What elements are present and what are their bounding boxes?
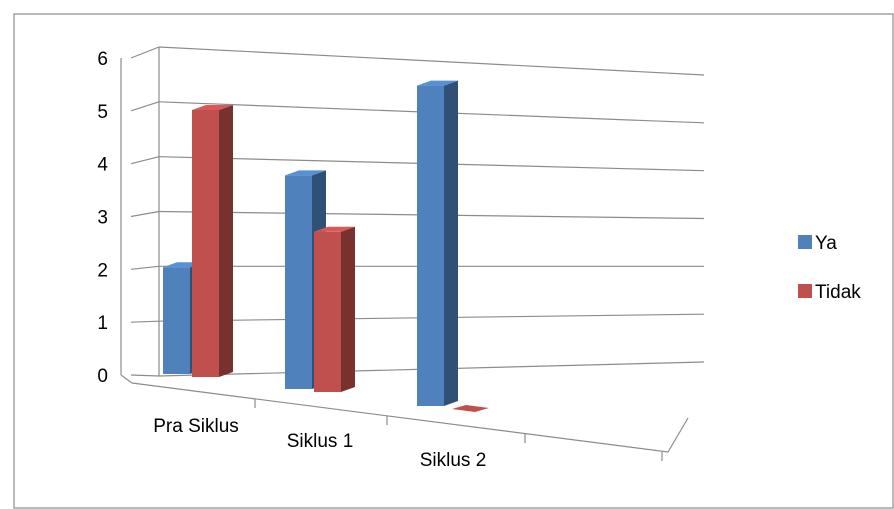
gridline-side [130, 46, 160, 59]
bar-top [192, 105, 233, 110]
legend-swatch [798, 284, 812, 298]
bar-front [314, 231, 341, 392]
bar-side [444, 80, 458, 406]
gridline-side [130, 320, 160, 323]
x-axis-categories: Pra Siklus Siklus 1 Siklus 2 [153, 416, 486, 471]
gridline [158, 46, 705, 76]
legend-item-tidak: Tidak [798, 282, 861, 303]
bar-ya-2 [417, 80, 458, 406]
bar-front [417, 85, 444, 406]
y-tick-label: 5 [97, 102, 108, 123]
y-tick-label: 1 [97, 313, 108, 334]
floor-corner [120, 374, 133, 384]
bar-side [219, 105, 233, 377]
gridline-side [130, 265, 160, 270]
bar-top [314, 226, 355, 232]
x-category-label: Pra Siklus [153, 416, 239, 437]
x-category-label: Siklus 1 [287, 431, 354, 452]
bars [163, 80, 489, 412]
bar-front [192, 110, 219, 377]
legend-item-ya: Ya [798, 233, 837, 254]
y-tick-label: 6 [97, 49, 108, 70]
bar-front [163, 267, 190, 374]
legend-swatch [798, 235, 812, 249]
legend-label: Tidak [815, 282, 861, 303]
bar-front [285, 175, 312, 389]
y-tick-label: 0 [97, 366, 108, 387]
gridline-side [130, 374, 160, 377]
bar-side [341, 226, 355, 392]
bar-top [285, 170, 326, 176]
gridline-side [130, 156, 160, 165]
bar-tidak-2 [452, 405, 489, 412]
gridline-side [130, 210, 160, 218]
x-category-label: Siklus 2 [420, 450, 487, 471]
y-axis-ticks: 0 1 2 3 4 5 6 [97, 49, 108, 387]
y-tick-label: 3 [97, 208, 108, 229]
legend-label: Ya [815, 233, 837, 254]
legend: Ya Tidak [798, 233, 861, 303]
gridline-side [130, 101, 160, 112]
floor-edge [131, 382, 689, 453]
y-tick-label: 4 [97, 155, 108, 176]
y-tick-label: 2 [97, 260, 108, 281]
axes [120, 47, 689, 461]
bar-tidak-1 [314, 226, 355, 392]
bar-top [417, 80, 458, 86]
bar-tidak-0 [192, 105, 233, 377]
bar-zero [452, 405, 489, 412]
